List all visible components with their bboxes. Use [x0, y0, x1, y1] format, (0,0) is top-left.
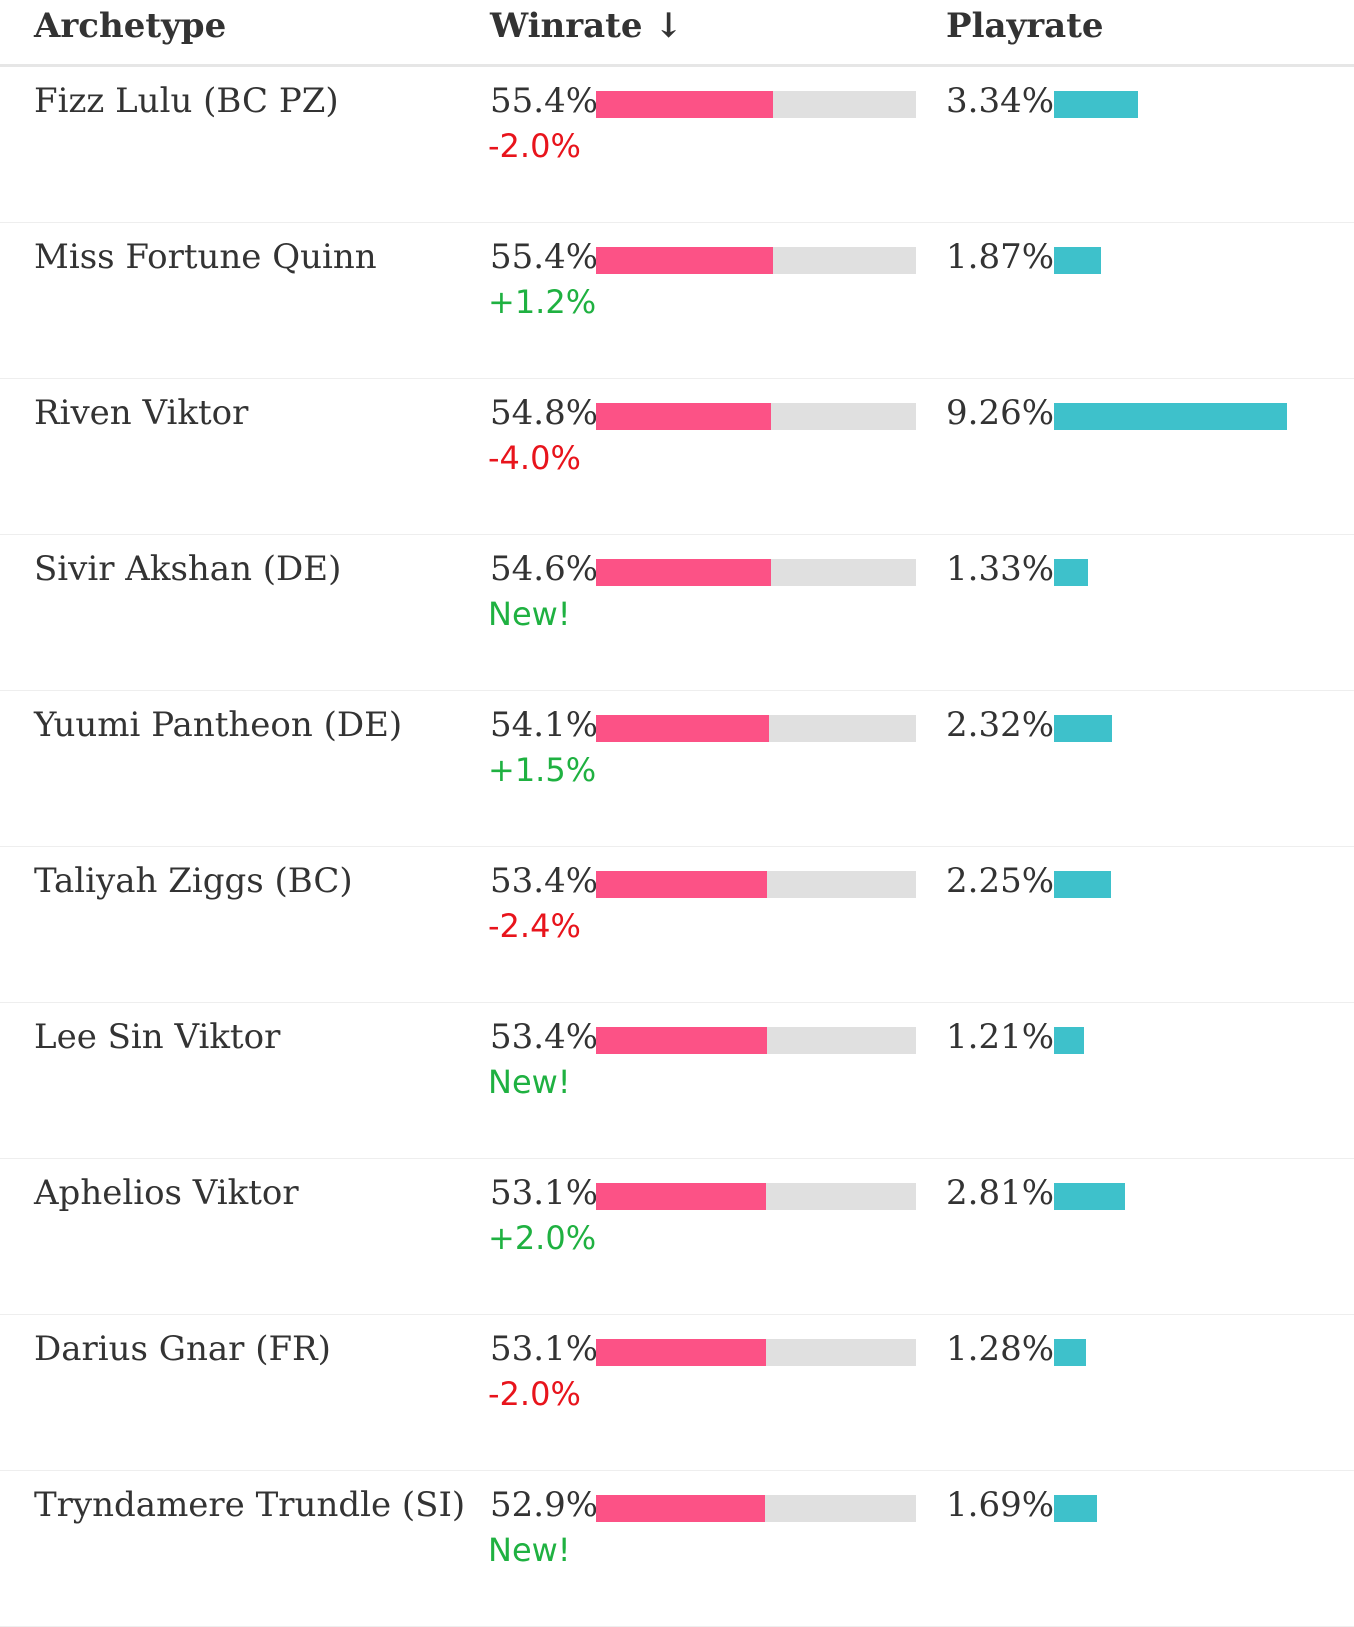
winrate-bar-fill — [596, 559, 771, 586]
playrate-value: 1.21% — [946, 1017, 1055, 1057]
playrate-bar — [1054, 91, 1138, 118]
winrate-bar-track — [596, 403, 916, 430]
playrate-bar — [1054, 1339, 1086, 1366]
winrate-bar-fill — [596, 715, 770, 742]
table-row[interactable]: Sivir Akshan (DE) 54.6% New! 1.33% — [0, 535, 1354, 691]
table-row[interactable]: Fizz Lulu (BC PZ) 55.4% -2.0% 3.34% — [0, 67, 1354, 223]
winrate-bar-track — [596, 247, 916, 274]
archetype-column-header[interactable]: Archetype — [34, 6, 227, 46]
new-badge: New! — [488, 595, 571, 633]
winrate-value: 53.1% — [490, 1173, 599, 1213]
archetype-name[interactable]: Fizz Lulu (BC PZ) — [34, 81, 339, 121]
archetype-name[interactable]: Riven Viktor — [34, 393, 249, 433]
playrate-bar — [1054, 403, 1287, 430]
winrate-value: 55.4% — [490, 81, 599, 121]
winrate-change: -2.4% — [488, 907, 581, 945]
winrate-change: -4.0% — [488, 439, 581, 477]
archetype-name[interactable]: Sivir Akshan (DE) — [34, 549, 342, 589]
archetype-name[interactable]: Aphelios Viktor — [34, 1173, 299, 1213]
winrate-bar-fill — [596, 1495, 766, 1522]
winrate-value: 52.9% — [490, 1485, 599, 1525]
archetype-name[interactable]: Tryndamere Trundle (SI) — [34, 1485, 466, 1525]
table-row[interactable]: Darius Gnar (FR) 53.1% -2.0% 1.28% — [0, 1315, 1354, 1471]
winrate-bar-track — [596, 559, 916, 586]
winrate-bar-fill — [596, 91, 774, 118]
table-row[interactable]: Lee Sin Viktor 53.4% New! 1.21% — [0, 1003, 1354, 1159]
playrate-value: 3.34% — [946, 81, 1055, 121]
table-header: Archetype Winrate ↓ Playrate — [0, 0, 1354, 67]
playrate-bar — [1054, 247, 1101, 274]
playrate-bar — [1054, 559, 1088, 586]
winrate-value: 54.8% — [490, 393, 599, 433]
winrate-value: 54.1% — [490, 705, 599, 745]
table-row[interactable]: Taliyah Ziggs (BC) 53.4% -2.4% 2.25% — [0, 847, 1354, 1003]
playrate-bar — [1054, 1183, 1125, 1210]
playrate-bar — [1054, 1495, 1097, 1522]
winrate-bar-fill — [596, 247, 774, 274]
playrate-bar — [1054, 715, 1112, 742]
playrate-value: 1.87% — [946, 237, 1055, 277]
table-row[interactable]: Riven Viktor 54.8% -4.0% 9.26% — [0, 379, 1354, 535]
archetype-name[interactable]: Darius Gnar (FR) — [34, 1329, 331, 1369]
playrate-value: 2.25% — [946, 861, 1055, 901]
winrate-change: -2.0% — [488, 1375, 581, 1413]
playrate-value: 1.28% — [946, 1329, 1055, 1369]
archetype-name[interactable]: Miss Fortune Quinn — [34, 237, 377, 277]
new-badge: New! — [488, 1531, 571, 1569]
winrate-column-header[interactable]: Winrate ↓ — [490, 6, 683, 46]
winrate-bar-track — [596, 715, 916, 742]
winrate-change: +1.5% — [488, 751, 597, 789]
playrate-bar — [1054, 1027, 1084, 1054]
winrate-bar-track — [596, 1339, 916, 1366]
winrate-bar-track — [596, 1027, 916, 1054]
winrate-bar-track — [596, 91, 916, 118]
table-row[interactable]: Tryndamere Trundle (SI) 52.9% New! 1.69% — [0, 1471, 1354, 1627]
table-row[interactable]: Miss Fortune Quinn 55.4% +1.2% 1.87% — [0, 223, 1354, 379]
table-row[interactable]: Aphelios Viktor 53.1% +2.0% 2.81% — [0, 1159, 1354, 1315]
playrate-column-header[interactable]: Playrate — [946, 6, 1104, 46]
winrate-value: 54.6% — [490, 549, 599, 589]
winrate-value: 55.4% — [490, 237, 599, 277]
winrate-bar-fill — [596, 403, 772, 430]
playrate-value: 9.26% — [946, 393, 1055, 433]
winrate-bar-fill — [596, 1339, 766, 1366]
table-row[interactable]: Yuumi Pantheon (DE) 54.1% +1.5% 2.32% — [0, 691, 1354, 847]
winrate-bar-fill — [596, 1027, 767, 1054]
playrate-value: 2.81% — [946, 1173, 1055, 1213]
winrate-bar-track — [596, 1495, 916, 1522]
winrate-value: 53.4% — [490, 861, 599, 901]
winrate-change: +1.2% — [488, 283, 597, 321]
winrate-bar-track — [596, 1183, 916, 1210]
playrate-value: 2.32% — [946, 705, 1055, 745]
playrate-bar — [1054, 871, 1111, 898]
winrate-change: -2.0% — [488, 127, 581, 165]
archetype-name[interactable]: Taliyah Ziggs (BC) — [34, 861, 353, 901]
winrate-value: 53.4% — [490, 1017, 599, 1057]
playrate-value: 1.69% — [946, 1485, 1055, 1525]
winrate-bar-fill — [596, 871, 767, 898]
archetype-name[interactable]: Yuumi Pantheon (DE) — [34, 705, 403, 745]
playrate-value: 1.33% — [946, 549, 1055, 589]
winrate-change: +2.0% — [488, 1219, 597, 1257]
new-badge: New! — [488, 1063, 571, 1101]
winrate-bar-track — [596, 871, 916, 898]
archetype-name[interactable]: Lee Sin Viktor — [34, 1017, 281, 1057]
winrate-value: 53.1% — [490, 1329, 599, 1369]
winrate-bar-fill — [596, 1183, 766, 1210]
